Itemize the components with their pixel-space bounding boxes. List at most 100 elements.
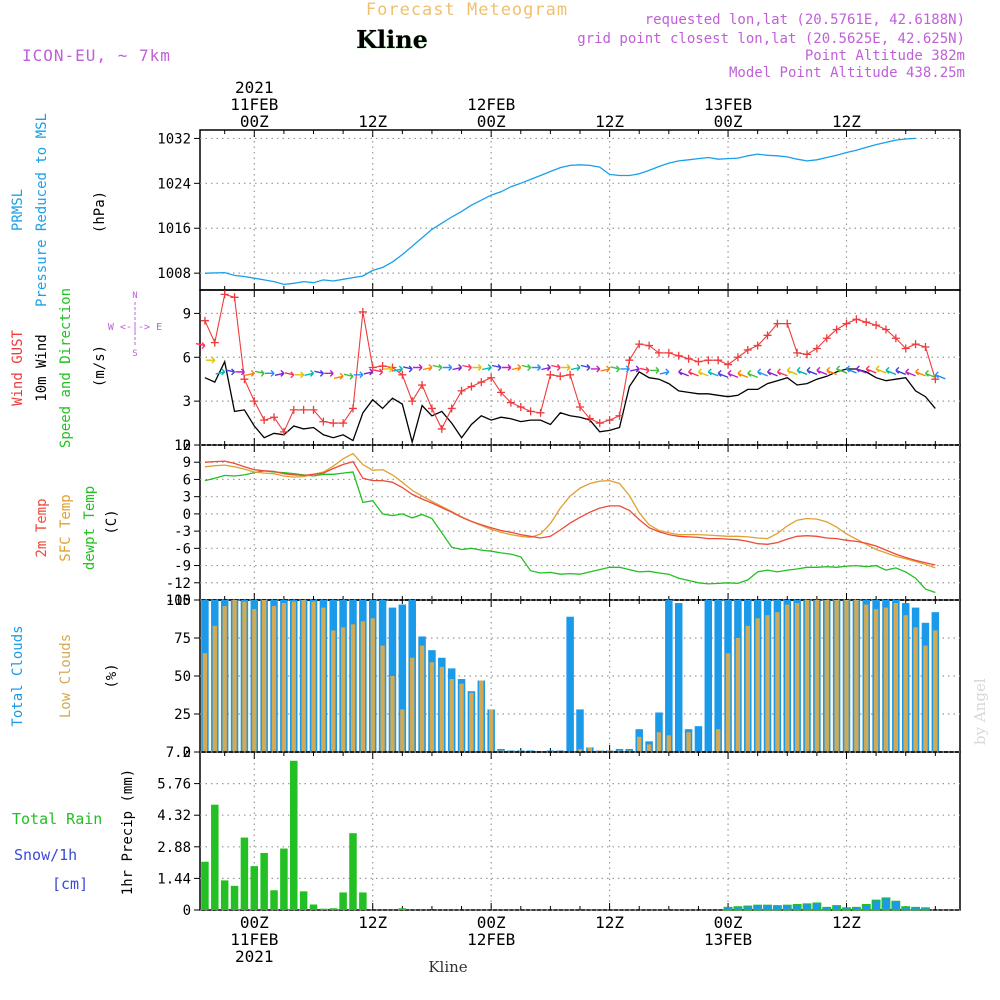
pressure-ytick-label: 1032 — [157, 131, 191, 147]
gust-marker — [763, 331, 772, 340]
gust-marker — [803, 350, 812, 359]
wind-direction-arrow — [403, 365, 413, 373]
total-cloud-bar — [665, 600, 673, 752]
gust-marker — [388, 363, 397, 372]
total-cloud-bar — [566, 616, 574, 752]
gust-marker — [348, 404, 357, 413]
precip-label-snow: Snow/1h — [14, 846, 77, 864]
gust-marker — [832, 325, 841, 334]
wind-direction-arrow — [413, 364, 423, 371]
gust-marker — [862, 318, 871, 327]
bottom-time-label: 12Z — [595, 913, 624, 932]
top-time-label: 2021 — [235, 78, 274, 97]
wind-direction-arrow — [205, 356, 216, 364]
total-cloud-bar — [674, 603, 683, 752]
wind-direction-arrow — [255, 369, 265, 377]
gust-marker — [368, 363, 377, 372]
low-cloud-bar — [716, 729, 721, 752]
wind-direction-arrow — [727, 369, 739, 378]
gust-marker — [615, 411, 624, 420]
low-cloud-bar — [666, 735, 672, 752]
low-cloud-bar — [350, 624, 356, 752]
gust-marker — [210, 338, 219, 347]
gust-marker — [566, 370, 575, 379]
low-cloud-bar — [252, 609, 257, 752]
precip-label-rain: Total Rain — [12, 810, 102, 828]
precip-ytick-label: 2.88 — [157, 840, 191, 856]
gust-marker — [793, 348, 802, 357]
wind-direction-arrow — [462, 364, 472, 371]
wind-direction-arrow — [422, 364, 433, 371]
gust-marker — [467, 382, 476, 391]
wind-direction-arrow — [855, 365, 867, 374]
wind-direction-arrow — [707, 368, 719, 377]
temp-ytick-label: -9 — [174, 559, 191, 575]
precip-ytick-label: 5.76 — [157, 777, 191, 793]
top-time-label: 12FEB — [467, 95, 515, 114]
gust-marker — [329, 419, 338, 428]
low-cloud-bar — [903, 615, 908, 752]
gust-marker — [812, 344, 821, 353]
low-cloud-bar — [804, 600, 810, 752]
low-cloud-bar — [222, 606, 227, 752]
low-cloud-bar — [725, 653, 731, 752]
gust-marker — [842, 319, 851, 328]
temp-label-dewpt: dewpt Temp — [82, 486, 98, 570]
wind-direction-arrow — [324, 369, 334, 377]
top-time-label: 00Z — [477, 112, 506, 131]
bottom-time-label: 00Z — [477, 913, 506, 932]
low-cloud-bar — [242, 601, 247, 752]
top-time-label: 12Z — [358, 112, 387, 131]
low-cloud-bar — [735, 638, 741, 752]
rain-bar — [250, 866, 259, 910]
wind-direction-arrow — [561, 364, 571, 371]
snow-bar — [812, 902, 822, 911]
low-cloud-bar — [340, 627, 346, 752]
snow-bar — [832, 905, 842, 911]
gust-marker — [595, 419, 604, 428]
wind-direction-arrow — [865, 365, 877, 374]
snow-bar — [911, 906, 921, 911]
pressure-panel: 1008 1016 1024 1032 PRMSL Pressure Reduced to… — [10, 113, 961, 307]
point-altitude: Point Altitude 382m — [805, 48, 965, 64]
temp-ytick-label: -3 — [174, 524, 191, 540]
gust-marker — [358, 307, 367, 316]
wind-direction-arrow — [747, 369, 759, 378]
wind-direction-arrow — [826, 366, 838, 376]
low-cloud-bar — [814, 600, 820, 752]
snow-bar — [842, 907, 851, 911]
top-time-label: 13FEB — [704, 95, 752, 114]
footer-station: Kline — [428, 958, 467, 976]
pressure-label-2: Pressure Reduced to MSL — [34, 113, 50, 307]
wind-direction-arrow — [816, 366, 828, 376]
snow-bar — [871, 899, 881, 911]
clouds-ytick-label: 0 — [183, 745, 191, 761]
low-cloud-bar — [331, 630, 336, 752]
pressure-line — [204, 137, 916, 286]
top-title: Forecast Meteogram — [366, 0, 568, 20]
wind-direction-arrow — [915, 368, 926, 377]
gust-marker — [625, 356, 634, 365]
wind-direction-arrow — [551, 364, 561, 371]
snow-bar — [723, 906, 733, 911]
gust-marker — [714, 356, 723, 365]
precip-ytick-label: 0 — [183, 903, 191, 919]
gust-marker — [822, 334, 831, 343]
gust-marker — [200, 316, 209, 325]
low-cloud-bar — [232, 600, 237, 752]
gust-marker — [585, 414, 594, 423]
wind-ytick-label: 9 — [183, 306, 191, 322]
compass-north: N — [132, 291, 137, 301]
gust-marker — [635, 340, 644, 349]
low-cloud-bar — [271, 606, 277, 752]
total-cloud-bar — [507, 750, 515, 752]
precip-ytick-label: 7.2 — [166, 745, 191, 761]
gust-marker — [230, 293, 239, 302]
low-cloud-bar — [607, 750, 612, 752]
wind-direction-arrow — [924, 369, 936, 378]
wind-direction-arrow — [353, 371, 364, 379]
gust-marker — [309, 405, 318, 414]
low-cloud-bar — [913, 627, 918, 752]
